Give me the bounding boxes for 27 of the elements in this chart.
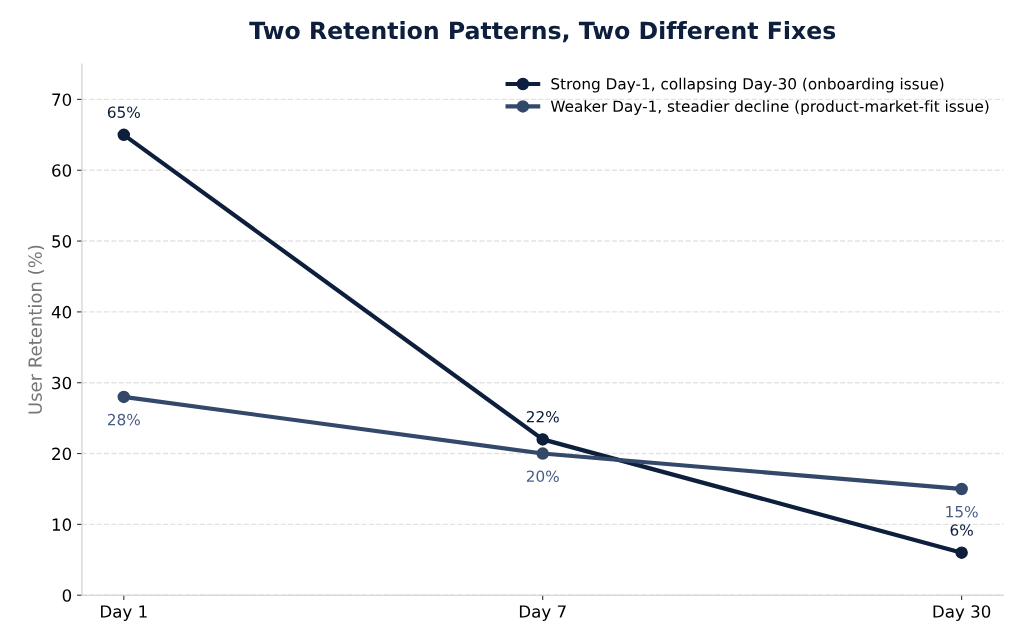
data-label: 6% bbox=[950, 524, 973, 536]
data-label: 65% bbox=[107, 106, 140, 118]
point bbox=[536, 433, 549, 446]
data-label: 15% bbox=[946, 505, 978, 518]
y-tick-label: 50 bbox=[52, 235, 72, 248]
x-tick-label: Day 30 bbox=[933, 605, 991, 622]
x-tick-label: Day 1 bbox=[101, 605, 147, 622]
y-tick-label: 60 bbox=[52, 164, 72, 177]
legend-label: Weaker Day-1, steadier decline (product-market-fit issue) bbox=[550, 100, 989, 115]
y-tick-label: 40 bbox=[51, 305, 72, 319]
point bbox=[955, 546, 968, 559]
y-axis-title: User Retention (%) bbox=[27, 245, 45, 414]
y-tick-label: 0 bbox=[62, 589, 72, 602]
y-tick-label: 10 bbox=[52, 518, 72, 531]
chart-title: Two Retention Patterns, Two Different Fixes bbox=[249, 21, 836, 43]
y-tick-label: 70 bbox=[52, 93, 72, 106]
data-label: 20% bbox=[526, 470, 559, 483]
legend-label: Strong Day-1, collapsing Day-30 (onboarding issue) bbox=[551, 77, 944, 93]
data-label: 28% bbox=[107, 413, 140, 426]
point bbox=[955, 482, 968, 496]
point bbox=[117, 390, 131, 404]
x-tick-label: Day 7 bbox=[519, 605, 566, 622]
point bbox=[536, 447, 549, 460]
data-label: 22% bbox=[526, 410, 559, 423]
point bbox=[117, 128, 131, 142]
y-tick-label: 20 bbox=[52, 447, 72, 461]
y-tick-label: 30 bbox=[52, 376, 72, 390]
